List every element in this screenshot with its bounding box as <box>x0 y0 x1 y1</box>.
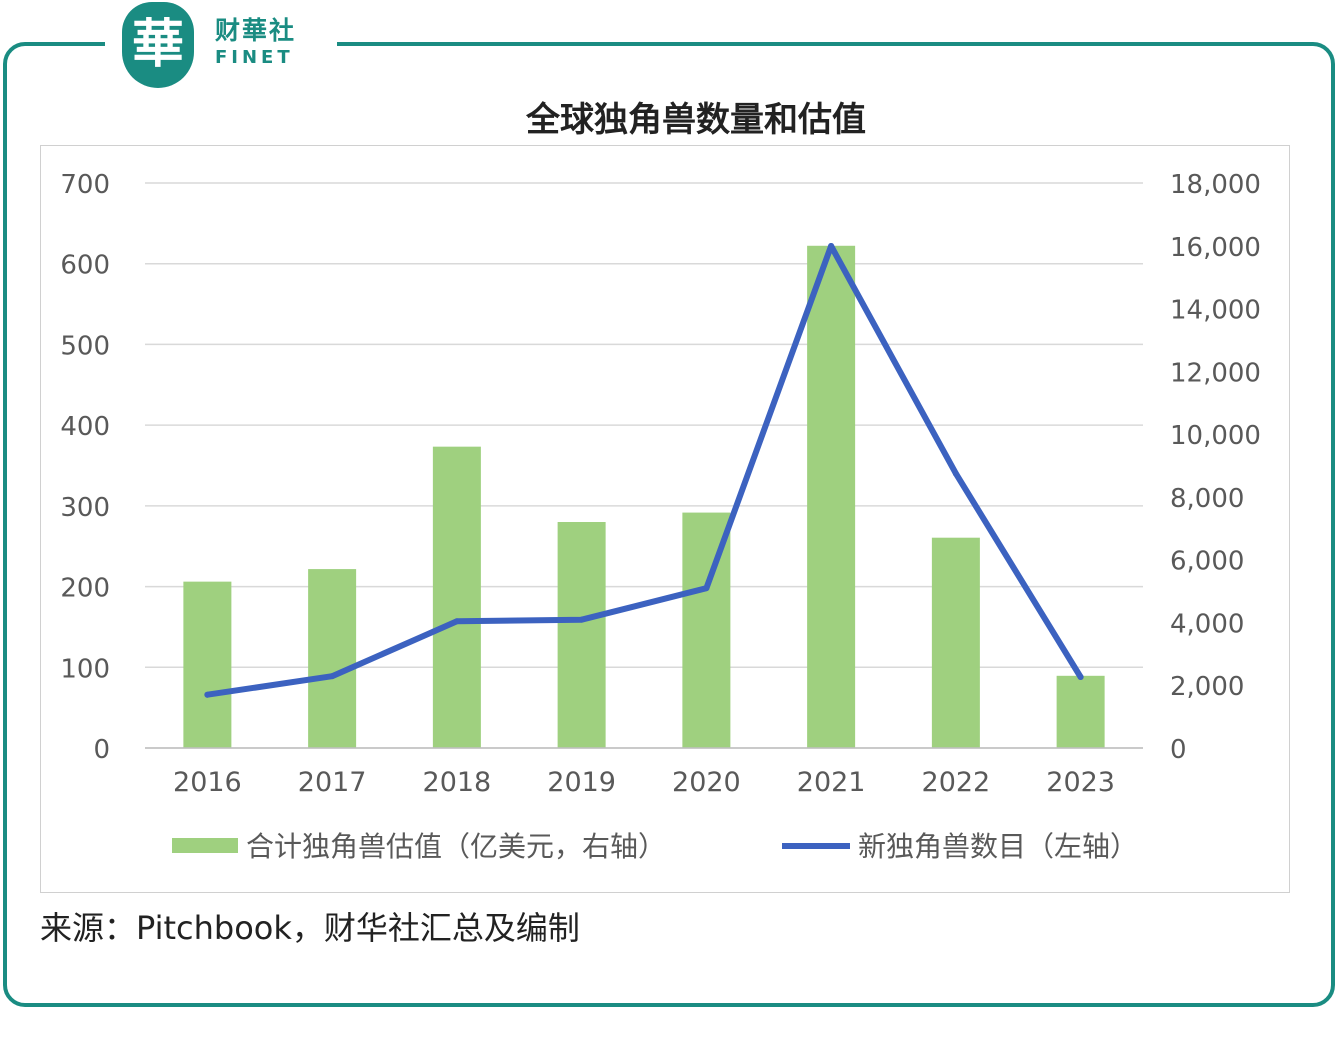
x-tick-label: 2018 <box>423 767 492 798</box>
finet-logo-badge: 華 <box>122 2 194 88</box>
x-tick-label: 2021 <box>797 767 866 798</box>
y-left-tick-label: 600 <box>60 251 110 281</box>
bar-2018 <box>432 446 481 748</box>
y-left-tick-label: 0 <box>93 735 110 765</box>
y-left-tick-label: 500 <box>60 331 110 361</box>
finet-logo-text: 财華社 FINET <box>215 18 335 74</box>
y-left-tick-label: 200 <box>60 574 110 604</box>
line-point-2017 <box>329 673 336 680</box>
line-point-2016 <box>204 691 211 698</box>
y-right-tick-label: 12,000 <box>1170 358 1261 388</box>
y-left-tick-label: 100 <box>60 654 110 684</box>
y-right-tick-label: 0 <box>1170 735 1187 765</box>
x-tick-label: 2022 <box>922 767 991 798</box>
bar-2016 <box>183 581 232 748</box>
y-right-tick-label: 16,000 <box>1170 233 1261 263</box>
y-left-tick-label: 300 <box>60 493 110 523</box>
badge-char: 華 <box>132 14 184 75</box>
x-tick-label: 2017 <box>298 767 367 798</box>
y-right-tick-label: 14,000 <box>1170 296 1261 326</box>
bar-2021 <box>807 245 856 748</box>
y-right-tick-label: 6,000 <box>1170 547 1244 577</box>
bar-2017 <box>308 569 357 748</box>
y-right-tick-label: 2,000 <box>1170 672 1244 702</box>
y-right-tick-label: 4,000 <box>1170 609 1244 639</box>
line-point-2023 <box>1077 673 1084 680</box>
y-left-tick-label: 700 <box>60 170 110 200</box>
x-tick-label: 2023 <box>1046 767 1115 798</box>
x-tick-label: 2020 <box>672 767 741 798</box>
line-point-2021 <box>828 242 835 249</box>
source-note: 来源：Pitchbook，财华社汇总及编制 <box>40 909 580 947</box>
line-point-2020 <box>703 585 710 592</box>
logo-cn: 财華社 <box>215 16 297 45</box>
plot-area <box>40 145 1290 893</box>
y-right-tick-label: 10,000 <box>1170 421 1261 451</box>
logo-en: FINET <box>215 47 294 68</box>
chart-frame <box>3 42 1335 1007</box>
legend-bar-swatch <box>172 838 238 853</box>
y-left-tick-label: 400 <box>60 412 110 442</box>
legend-bar-label: 合计独角兽估值（亿美元，右轴） <box>246 830 666 863</box>
bar-2022 <box>931 537 980 748</box>
line-point-2018 <box>453 618 460 625</box>
x-tick-label: 2019 <box>547 767 616 798</box>
series-line-new-unicorns <box>204 243 1084 698</box>
chart-title: 全球独角兽数量和估值 <box>526 100 866 140</box>
bar-2019 <box>557 522 606 748</box>
finet-badge-icon: 華 <box>132 14 184 75</box>
line-point-2022 <box>952 470 959 477</box>
line-point-2019 <box>578 616 585 623</box>
legend-line-label: 新独角兽数目（左轴） <box>858 830 1138 863</box>
x-tick-label: 2016 <box>173 767 242 798</box>
y-right-tick-label: 18,000 <box>1170 170 1261 200</box>
bar-2023 <box>1056 675 1105 748</box>
y-right-tick-label: 8,000 <box>1170 484 1244 514</box>
